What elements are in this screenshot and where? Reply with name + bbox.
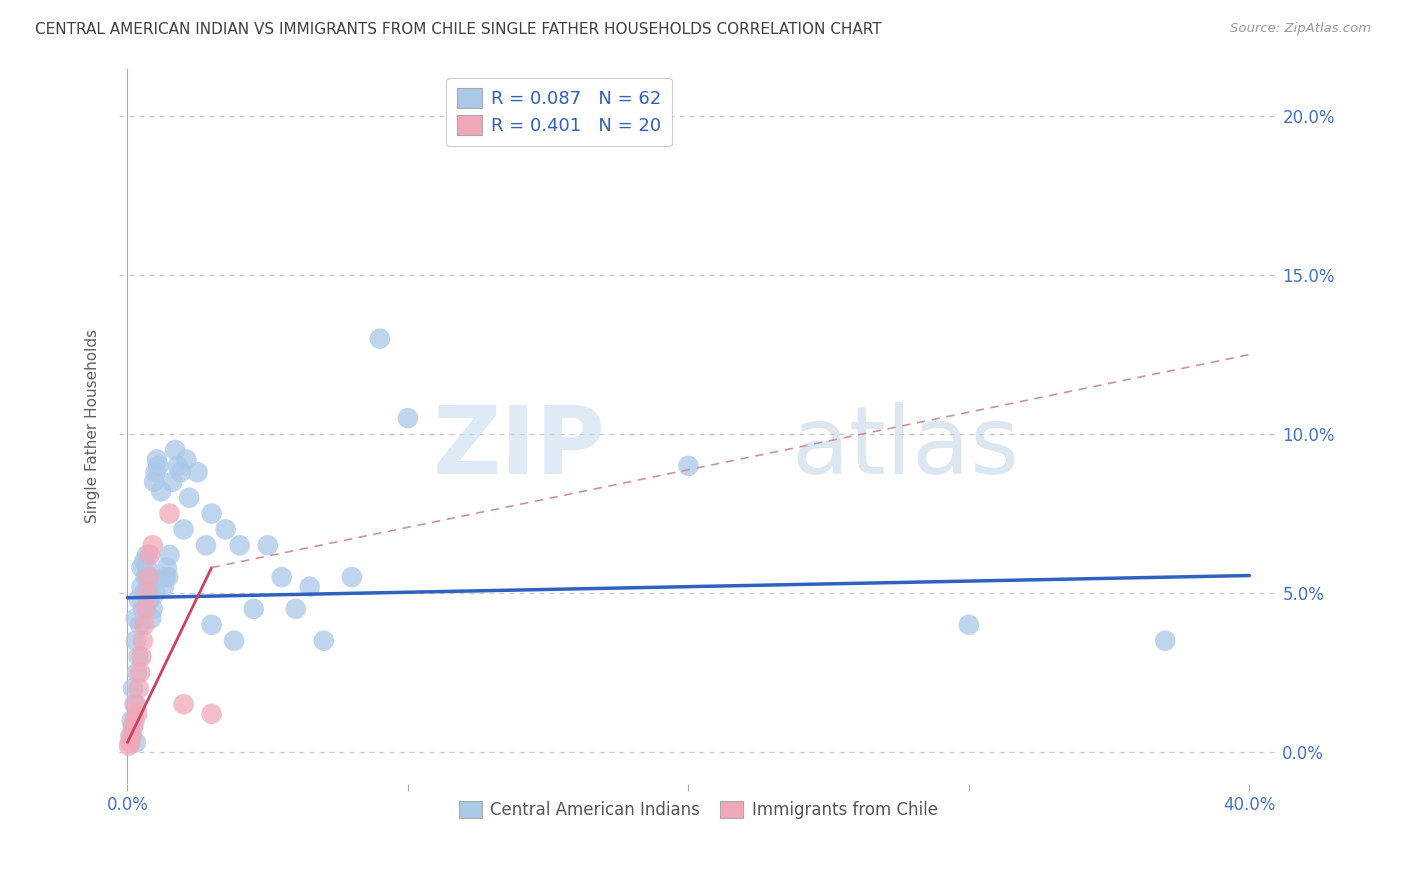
Point (201, 706, 224, 721)
Point (132, 602, 155, 616)
Point (131, 580, 153, 594)
Point (118, 739, 141, 753)
Point (122, 681, 145, 696)
Point (135, 570, 157, 584)
Point (201, 617, 224, 632)
Point (125, 698, 148, 712)
Point (134, 586, 156, 600)
Point (122, 719, 145, 733)
Point (124, 713, 146, 727)
Point (129, 665, 152, 680)
Point (121, 713, 143, 727)
Point (122, 719, 145, 733)
Point (141, 611, 163, 625)
Point (146, 452, 169, 467)
Text: Source: ZipAtlas.com: Source: ZipAtlas.com (1230, 22, 1371, 36)
Point (159, 507, 181, 521)
Point (270, 570, 292, 584)
Point (170, 465, 193, 479)
Point (312, 633, 335, 648)
Point (128, 681, 150, 696)
Point (142, 602, 165, 616)
Point (139, 592, 162, 607)
Point (139, 548, 162, 562)
Point (957, 617, 980, 632)
Point (179, 491, 201, 505)
Point (125, 611, 148, 625)
Point (145, 465, 167, 479)
Point (201, 507, 224, 521)
Point (134, 554, 156, 568)
Point (173, 698, 195, 712)
Point (284, 602, 307, 616)
Point (143, 475, 166, 489)
Point (298, 580, 321, 594)
Point (134, 617, 156, 632)
Point (131, 560, 153, 574)
Point (159, 548, 181, 562)
Point (127, 706, 149, 721)
Point (138, 570, 160, 584)
Point (129, 617, 152, 632)
Point (173, 523, 195, 537)
Text: CENTRAL AMERICAN INDIAN VS IMMIGRANTS FROM CHILE SINGLE FATHER HOUSEHOLDS CORREL: CENTRAL AMERICAN INDIAN VS IMMIGRANTS FR… (35, 22, 882, 37)
Point (214, 523, 236, 537)
Point (162, 475, 184, 489)
Point (165, 442, 187, 457)
Point (153, 580, 176, 594)
Point (176, 452, 198, 467)
Point (128, 592, 150, 607)
Point (222, 633, 245, 648)
Text: ZIP: ZIP (433, 401, 606, 493)
Point (139, 570, 162, 584)
Point (121, 729, 143, 743)
Point (1154, 633, 1177, 648)
Legend: Central American Indians, Immigrants from Chile: Central American Indians, Immigrants fro… (451, 794, 945, 825)
Point (157, 570, 180, 584)
Point (228, 538, 250, 552)
Point (150, 484, 173, 499)
Point (128, 649, 150, 664)
Point (125, 735, 148, 749)
Point (187, 465, 209, 479)
Point (136, 586, 159, 600)
Point (242, 602, 264, 616)
Point (120, 735, 142, 749)
Y-axis label: Single Father Households: Single Father Households (86, 329, 100, 524)
Point (136, 548, 159, 562)
Point (145, 586, 167, 600)
Point (678, 458, 700, 473)
Point (135, 602, 157, 616)
Point (136, 560, 159, 574)
Point (120, 729, 142, 743)
Point (138, 580, 160, 594)
Point (131, 649, 153, 664)
Point (125, 633, 148, 648)
Point (256, 538, 278, 552)
Point (156, 560, 179, 574)
Point (155, 570, 177, 584)
Point (368, 332, 391, 346)
Point (132, 633, 155, 648)
Point (396, 411, 419, 425)
Point (167, 458, 190, 473)
Point (142, 538, 165, 552)
Point (340, 570, 363, 584)
Text: atlas: atlas (792, 401, 1019, 493)
Point (124, 698, 146, 712)
Point (148, 458, 170, 473)
Point (195, 538, 218, 552)
Point (127, 665, 149, 680)
